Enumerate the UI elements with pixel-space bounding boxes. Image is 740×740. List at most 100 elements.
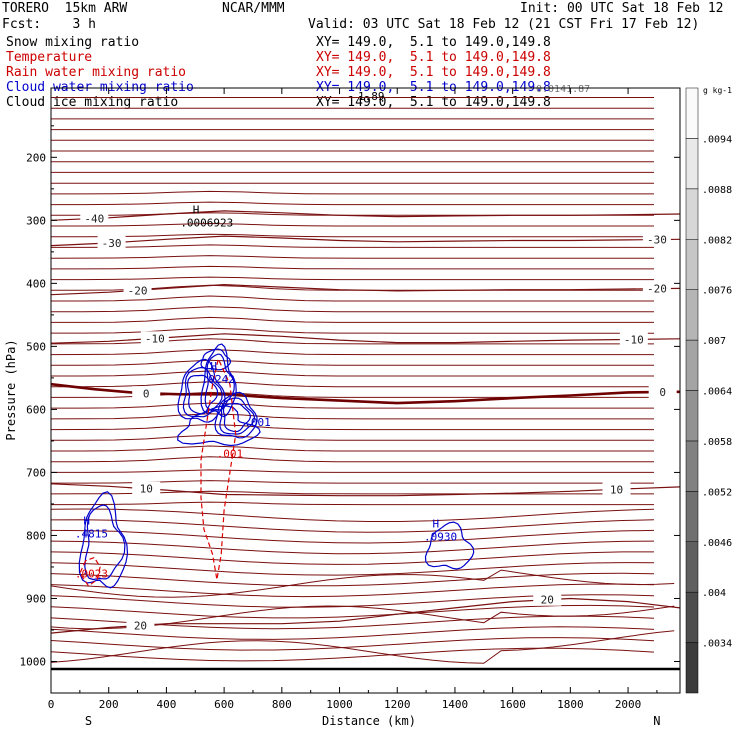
isotherm-label-bg — [132, 386, 161, 400]
isotherm-line — [51, 233, 654, 238]
overlap-label: 1.89 — [358, 90, 385, 103]
plot-frame — [50, 87, 681, 694]
rain-water-contours — [79, 357, 237, 587]
y-tick-label: 400 — [26, 277, 46, 290]
isotherm-label: -30 — [102, 237, 122, 250]
field-label-rain: Rain water mixing ratio — [6, 65, 187, 80]
isotherm-line — [51, 306, 654, 313]
isotherm-line — [51, 434, 654, 441]
isotherm-line — [50, 551, 654, 565]
colorbar-unit: g kg-1 — [703, 86, 732, 95]
isotherm-label: 0 — [659, 386, 666, 399]
isotherm-label: 0 — [143, 387, 150, 400]
isotherm-label-bg — [132, 481, 161, 495]
cloud-water-contour — [200, 343, 237, 418]
isotherm-line — [51, 456, 654, 463]
y-tick-label: 900 — [26, 592, 46, 605]
isotherm-line — [51, 190, 654, 195]
temperature-contours — [50, 97, 681, 664]
cloud-max-value: .4815 — [75, 527, 108, 540]
colorbar-tick-label: .004 — [702, 588, 726, 599]
cloud-water-contour — [84, 504, 126, 581]
isotherm-label-bg — [619, 332, 648, 346]
isotherm-label: 20 — [134, 619, 147, 632]
x-tick-label: 1600 — [499, 698, 526, 711]
isotherm-line — [51, 316, 654, 323]
isotherm-label: -30 — [647, 234, 667, 247]
isotherm-line-labelled — [50, 597, 681, 634]
y-tick-label: 1000 — [20, 655, 47, 668]
isotherm-label-bg — [97, 235, 126, 249]
isotherm-label: 10 — [140, 483, 153, 496]
colorbar-tick-label: .0082 — [702, 235, 732, 246]
isotherm-line — [51, 501, 654, 506]
colorbar: .0034 .004 .0046 .0052 .0058 .0064 .007 .0076 .0… — [685, 86, 732, 694]
isotherm-line — [50, 647, 655, 662]
cloud-water-contour — [214, 391, 258, 439]
isotherm-line-labelled — [50, 283, 681, 296]
isotherm-line — [50, 626, 655, 640]
y-tick-label: 600 — [26, 403, 46, 416]
isotherm-line — [50, 529, 655, 544]
y-tick-label: 800 — [26, 529, 46, 542]
isotherm-line — [50, 630, 675, 664]
isotherm-label-bg — [80, 211, 109, 225]
x-axis-label: Distance (km) — [322, 714, 416, 728]
y-tick-label: 700 — [26, 466, 46, 479]
model-title: TORERO 15km ARW — [2, 1, 128, 16]
rain-water-contour — [200, 357, 237, 580]
isotherm-line — [51, 295, 654, 302]
isotherm-line — [50, 605, 675, 630]
cloud-water-contour — [222, 402, 252, 433]
field-label-cloud-ice: Cloud ice mixing ratio — [6, 95, 179, 110]
isotherm-line — [50, 569, 675, 598]
x-tick-label: 1400 — [442, 698, 469, 711]
isotherm-line — [50, 255, 654, 259]
x-tick-label: 0 — [48, 698, 55, 711]
isotherm-line — [51, 445, 654, 452]
cloud-water-contours — [78, 343, 475, 589]
field-label-snow: Snow mixing ratio — [6, 35, 140, 50]
isotherm-line-labelled — [50, 235, 681, 247]
x-tick-label: 1000 — [326, 698, 353, 711]
cloud-water-contour — [177, 358, 226, 423]
colorbar-tick-label: .0052 — [702, 487, 732, 498]
colorbar-tick-label: .0064 — [702, 387, 732, 398]
x-tick-label: 400 — [156, 698, 176, 711]
isotherm-line — [50, 413, 654, 420]
isotherm-line — [51, 265, 654, 270]
isotherm-line — [50, 572, 655, 587]
colorbar-tick-label: .0094 — [702, 134, 732, 145]
cloud-contour-label: .001 — [244, 416, 271, 429]
colorbar-tick-label: .0088 — [702, 185, 732, 196]
rain-contour-label: .001 — [217, 448, 244, 461]
colorbar-segment — [685, 390, 699, 442]
contour-labels: -40 -30 -30 -20 -20 -10 -10 0 0 10 10 20 20 .001 .0023… — [75, 84, 677, 632]
isotherm-label: -20 — [128, 284, 148, 297]
colorbar-segment — [685, 642, 699, 694]
y-axis-label: Pressure (hPa) — [4, 339, 18, 440]
x-tick-label: 600 — [214, 698, 234, 711]
endpoint-right: N — [653, 714, 660, 728]
cloud-water-contour — [177, 405, 261, 447]
isotherm-label: 20 — [541, 594, 554, 607]
overlap-label: 0.0141.87 — [536, 84, 590, 95]
colorbar-tick-label: .0058 — [702, 437, 732, 448]
isotherm-label-bg — [648, 384, 677, 398]
endpoint-left: S — [85, 714, 92, 728]
field-xy-temperature: XY= 149.0, 5.1 to 149.0,149.8 — [316, 50, 551, 65]
cloud-max-marker: H — [210, 360, 217, 373]
isotherm-line — [51, 381, 654, 388]
isotherm-line — [50, 423, 654, 431]
ice-max-value: .0006923 — [180, 217, 233, 230]
isotherm-line — [51, 276, 654, 281]
rain-contour-label: .0023 — [75, 567, 108, 580]
cloud-max-value: .0930 — [424, 530, 457, 543]
isotherm-line — [51, 469, 654, 473]
colorbar-tick-label: .0046 — [702, 538, 732, 549]
valid-time: Valid: 03 UTC Sat 18 Feb 12 (21 CST Fri … — [308, 17, 700, 32]
isotherm-line — [51, 402, 654, 409]
x-tick-label: 200 — [99, 698, 119, 711]
cloud-water-contour — [182, 366, 223, 418]
